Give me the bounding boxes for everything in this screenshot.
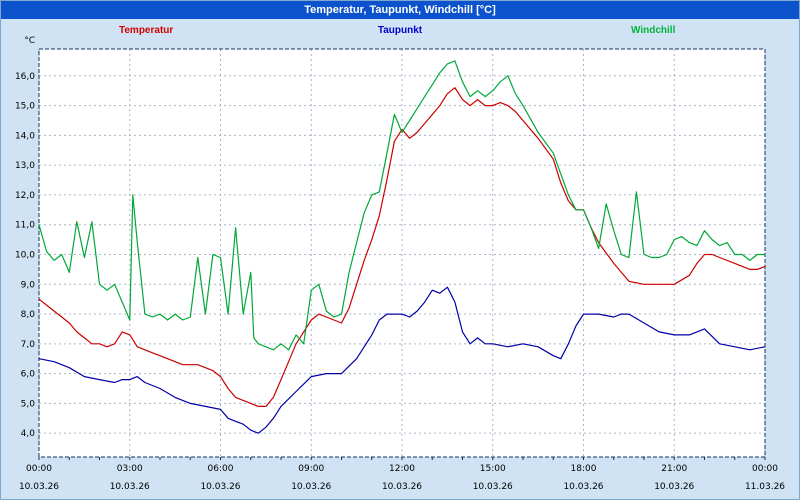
- legend-taupunkt: Taupunkt: [377, 25, 423, 36]
- svg-text:18:00: 18:00: [571, 464, 597, 474]
- svg-text:10.03.26: 10.03.26: [19, 482, 59, 492]
- svg-text:14,0: 14,0: [15, 131, 35, 141]
- svg-text:8,0: 8,0: [21, 310, 36, 320]
- svg-text:4,0: 4,0: [21, 429, 36, 439]
- svg-text:5,0: 5,0: [21, 399, 36, 409]
- svg-text:11,0: 11,0: [15, 221, 35, 231]
- svg-text:11.03.26: 11.03.26: [745, 482, 785, 492]
- chart-legend: Temperatur Taupunkt Windchill: [1, 23, 799, 39]
- legend-windchill: Windchill: [631, 25, 676, 36]
- svg-text:15:00: 15:00: [480, 464, 506, 474]
- svg-text:13,0: 13,0: [15, 161, 35, 171]
- svg-text:7,0: 7,0: [21, 340, 36, 350]
- svg-text:00:00: 00:00: [752, 464, 778, 474]
- chart-title-bar: Temperatur, Taupunkt, Windchill [°C]: [1, 1, 799, 19]
- chart-title: Temperatur, Taupunkt, Windchill [°C]: [304, 4, 496, 16]
- svg-text:09:00: 09:00: [298, 464, 324, 474]
- svg-text:10.03.26: 10.03.26: [473, 482, 513, 492]
- svg-text:10.03.26: 10.03.26: [200, 482, 240, 492]
- svg-text:21:00: 21:00: [661, 464, 687, 474]
- svg-text:10,0: 10,0: [15, 250, 35, 260]
- svg-text:°C: °C: [24, 36, 35, 46]
- svg-text:10.03.26: 10.03.26: [654, 482, 694, 492]
- legend-temperatur: Temperatur: [119, 25, 174, 36]
- svg-text:00:00: 00:00: [26, 464, 52, 474]
- svg-text:06:00: 06:00: [208, 464, 234, 474]
- svg-text:12:00: 12:00: [389, 464, 415, 474]
- svg-text:03:00: 03:00: [117, 464, 143, 474]
- svg-text:12,0: 12,0: [15, 191, 35, 201]
- svg-text:15,0: 15,0: [15, 102, 35, 112]
- svg-text:10.03.26: 10.03.26: [110, 482, 150, 492]
- svg-text:10.03.26: 10.03.26: [291, 482, 331, 492]
- svg-text:6,0: 6,0: [21, 370, 36, 380]
- svg-text:10.03.26: 10.03.26: [563, 482, 603, 492]
- svg-text:9,0: 9,0: [21, 280, 36, 290]
- svg-text:16,0: 16,0: [15, 72, 35, 82]
- svg-text:10.03.26: 10.03.26: [382, 482, 422, 492]
